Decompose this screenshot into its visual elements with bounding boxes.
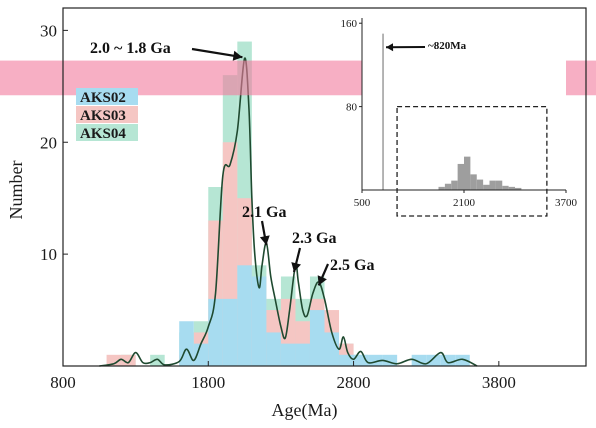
bar-aks02-8 [295,344,310,366]
bar-aks02-11 [339,355,354,366]
annotation-arrow-head-2 [291,262,301,272]
bar-aks02-1 [194,344,209,366]
legend-label-aks02: AKS02 [80,90,126,106]
bar-aks02-7 [281,344,296,366]
inset-x-tick-label-2: 3700 [555,197,578,209]
inset-bar-9 [490,181,496,190]
bar-aks02-6 [266,332,281,366]
y-tick-label-1: 20 [40,133,57,152]
y-axis-label: Number [6,161,26,220]
bar-aks02-9 [310,310,325,366]
inset-bar-8 [483,185,489,190]
x-axis-label: Age(Ma) [272,400,338,421]
bar-aks02-10 [325,332,340,366]
inset-annotation-label: ~820Ma [428,40,467,52]
bar-aks02-2 [208,299,223,366]
inset-chart: 500 2100 3700 80 160 ~820Ma [341,18,578,216]
x-tick-label-2: 2800 [337,373,371,392]
inset-bar-3 [451,181,457,190]
y-tick-label-0: 10 [40,245,57,264]
y-tick-label-2: 30 [40,21,57,40]
annotation-label-0: 2.0 ~ 1.8 Ga [90,40,171,57]
inset-bar-2 [445,184,451,190]
bar-aks02-4 [237,265,252,366]
legend-label-aks03: AKS03 [80,108,126,124]
bar-aks02-5 [252,277,267,367]
inset-x-tick-label-0: 500 [354,197,371,209]
inset-bar-11 [502,186,508,190]
annotation-label-1: 2.1 Ga [242,204,286,221]
annotation-label-3: 2.5 Ga [330,257,374,274]
inset-bar-7 [477,180,483,190]
x-tick-label-3: 3800 [482,373,516,392]
legend-label-aks04: AKS04 [80,126,126,142]
inset-x-tick-label-1: 2100 [453,197,476,209]
inset-bar-0 [382,34,384,190]
bar-aks02-17 [441,355,456,366]
inset-y-tick-label-0: 80 [346,102,358,114]
bar-aks02-16 [426,355,441,366]
annotation-label-2: 2.3 Ga [292,230,336,247]
inset-bar-4 [458,164,464,190]
bar-aks02-3 [223,299,238,366]
inset-y-tick-label-1: 160 [341,18,358,30]
inset-bar-10 [496,181,502,190]
x-tick-label-1: 1800 [191,373,225,392]
inset-bar-5 [464,157,470,190]
inset-bar-6 [470,174,476,190]
legend: AKS02 AKS03 AKS04 [76,88,138,142]
x-tick-label-0: 800 [50,373,76,392]
